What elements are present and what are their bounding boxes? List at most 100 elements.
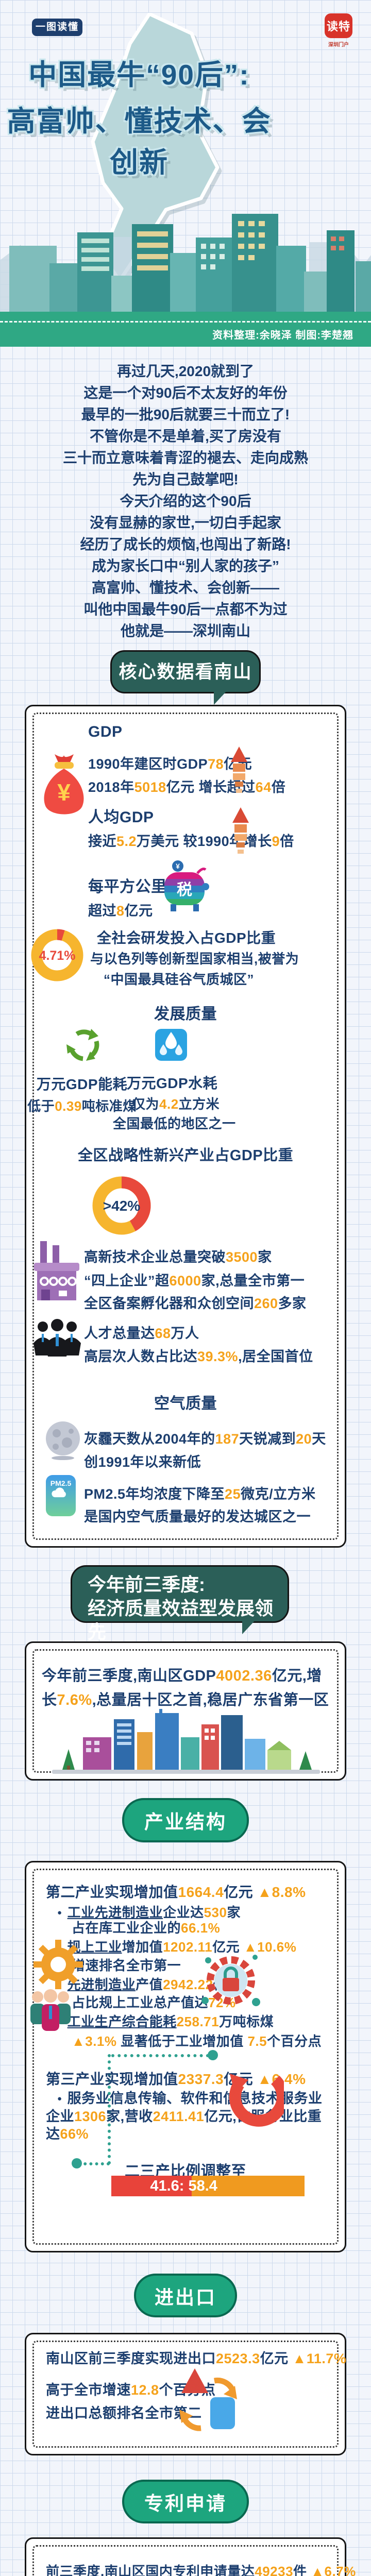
button-label: 产业结构 [144, 1811, 227, 1833]
header: 一图读懂 读特 深圳门户 中国最牛“90后”: 高富帅、懂技术、会创新 [0, 0, 371, 347]
circular-arrow-icon [229, 2074, 284, 2127]
svg-text:¥: ¥ [176, 862, 180, 870]
gdp-line2: 2018年5018亿元 增长超过64倍 [88, 779, 286, 795]
bubble-tail [242, 1620, 256, 1634]
city-illustration [52, 1709, 320, 1774]
intro-line: 他就是——深圳南山 [120, 623, 250, 639]
gdp-per-capita-label: 人均GDP [88, 809, 154, 826]
bubble-tail [214, 690, 227, 705]
talent-line1: 人才总量达68万人 [84, 1326, 199, 1341]
industry-bullet: 工业先进制造业企业达530家 [57, 1902, 241, 1921]
team-icon [30, 1989, 71, 2031]
dutenews-logo-sub: 深圳门户 [328, 42, 349, 48]
rocket-icon [232, 807, 249, 854]
intro-line: 叫他中国最牛90后一点都不为过 [83, 601, 288, 617]
gdp-line1: 1990年建区时GDP78亿元 [88, 756, 252, 772]
connector-dot [72, 2158, 82, 2168]
section-bubble-core-data: 核心数据看南山 [110, 650, 261, 705]
gdp-per-capita-line: 接近5.2万美元 较1990年增长9倍 [88, 834, 294, 849]
bubble-line2: 经济质量效益型发展领先 [88, 1598, 274, 1642]
rocket-icon [231, 747, 247, 793]
energy-line: 低于0.39吨标准煤 [27, 1098, 137, 1114]
rnd-donut-chart: 4.71% [28, 925, 86, 986]
bubble-label: 核心数据看南山 [119, 662, 252, 682]
ratio-bar-value: 41.6: 58.4 [150, 2178, 217, 2194]
water-line2: 全国最低的地区之一 [113, 1116, 236, 1131]
intro-line: 高富帅、懂技术、会创新—— [91, 580, 279, 596]
quality-label: 发展质量 [154, 1006, 217, 1023]
city-buildings-header [0, 214, 371, 312]
strategic-donut-chart: >42% [89, 1173, 154, 1238]
rnd-line1: 全社会研发投入占GDP比重 [97, 930, 276, 946]
intro-line: 不管你是不是单着,买了房没有 [90, 428, 281, 444]
button-label: 进出口 [155, 2286, 216, 2308]
energy-label: 万元GDP能耗 [36, 1076, 128, 1092]
intro-line: 今天介绍的这个90后 [120, 493, 251, 509]
hitech-line2: “四上企业”超6000家,总量全市第一 [84, 1273, 305, 1289]
haze-line1: 灰霾天数从2004年的187天锐减到20天 [84, 1431, 326, 1447]
ratio-bar-secondary [111, 2176, 192, 2196]
rnd-line2: 与以色列等创新型国家相当,被誉为 [90, 951, 299, 967]
pm25-icon-label: PM2.5 [50, 1479, 72, 1487]
water-line1: 仅为4.2立方米 [132, 1096, 220, 1112]
intro-line: 没有显赫的家世,一切白手起家 [90, 515, 281, 531]
water-label: 万元GDP水耗 [127, 1075, 218, 1091]
hitech-line1: 高新技术企业总量突破3500家 [84, 1249, 272, 1265]
ratio-bar-chart: 41.6: 58.4 [111, 2176, 305, 2196]
industry-bullet: 工业生产综合能耗258.71万吨标煤 [57, 2011, 274, 2030]
money-bag-icon: ¥ [44, 754, 84, 815]
quarter-line2: 长7.6%,总量居十区之首,稳居广东省第一区 [42, 1692, 329, 1708]
rnd-line3: “中国最具硅谷气质城区” [104, 972, 255, 987]
trade-line1: 南山区前三季度实现进出口2523.3亿元 ▲11.7% [46, 2351, 347, 2366]
intro-line: 经历了成长的烦恼,也闯出了新路! [80, 536, 291, 552]
intro-line: 再过几天,2020就到了 [116, 363, 255, 379]
panel-core-data: ¥ GDP 1990年建区时GDP78亿元 2018年5018亿元 增长超过64… [25, 705, 346, 1548]
talent-people-icon [33, 1319, 81, 1357]
haze-icon [46, 1421, 80, 1460]
strategic-label: 全区战略性新兴产业占GDP比重 [77, 1147, 294, 1164]
water-drop-icon [155, 1029, 187, 1061]
panel-industry: 第二产业实现增加值1664.4亿元 ▲8.8% 工业先进制造业企业达530家 占… [25, 1861, 346, 2252]
section-button-patent: 专利申请 [122, 2480, 249, 2523]
industry-bullet-cont: 占在库工业企业的66.1% [72, 1920, 221, 1936]
credit-band [0, 312, 371, 347]
industry-bullet: 规上工业增加值1202.11亿元 ▲10.6% [57, 1937, 296, 1956]
intro-line: 先为自己鼓掌吧! [132, 471, 239, 487]
gdp-label: GDP [88, 723, 123, 740]
intro-line: 三十而立意味着青涩的褪去、走向成熟 [62, 450, 308, 466]
main-title-line2: 高富帅、懂技术、会创新 [7, 105, 272, 178]
connector-line [78, 2162, 110, 2165]
connector-line [111, 2054, 209, 2057]
svg-text:¥: ¥ [57, 779, 71, 806]
panel-trade: 南山区前三季度实现进出口2523.3亿元 ▲11.7% 高于全市增速12.8个百… [25, 2333, 346, 2455]
button-label: 专利申请 [144, 2493, 227, 2514]
section-bubble-quarter: 今年前三季度: 经济质量效益型发展领先 [71, 1565, 289, 1642]
main-title-line1: 中国最牛“90后”: [28, 59, 250, 91]
gear-icon [33, 1940, 83, 1989]
badge-yitudedong: 一图读懂 [32, 19, 82, 36]
factory-icon [34, 1241, 79, 1300]
tax-line: 超过8亿元 [88, 903, 153, 919]
quarter-line1: 今年前三季度,南山区GDP4002.36亿元,增 [42, 1668, 322, 1684]
panel-patent: 前三季度,南山区国内专利申请量达49233件 ▲6.7% 国内有效发明专利578… [25, 2537, 356, 2576]
dutenews-logo[interactable]: 读特 [325, 13, 352, 38]
pm25-line2: 是国内空气质量最好的发达城区之一 [84, 1509, 311, 1524]
strategic-donut-value: >42% [103, 1198, 141, 1214]
connector-dot [208, 2050, 218, 2060]
bubble-line1: 今年前三季度: [88, 1574, 205, 1595]
section-button-trade: 进出口 [134, 2274, 237, 2317]
secondary-industry-line: 第二产业实现增加值1664.4亿元 ▲8.8% [46, 1884, 306, 1900]
section-button-industry: 产业结构 [122, 1798, 249, 1842]
rnd-donut-value: 4.71% [39, 948, 76, 963]
connector-line [108, 2054, 111, 2164]
intro-line: 最早的一批90后就要三十而立了! [81, 406, 290, 422]
trade-line3: 进出口总额排名全市第二 [46, 2405, 202, 2421]
piggy-bank-tax-icon: ¥ 税 [164, 860, 209, 911]
talent-line2: 高层次人数占比达39.3%,居全国首位 [84, 1349, 313, 1364]
recycle-icon [66, 1029, 99, 1061]
industry-bullet-cont: ▲3.1% 显著低于工业增加值 7.5个百分点 [72, 2033, 322, 2049]
hitech-line3: 全区备案孵化器和众创空间260多家 [84, 1296, 307, 1311]
intro-line: 这是一个对90后不太友好的年份 [83, 385, 288, 401]
industry-bullet-cont: 达66% [46, 2126, 89, 2142]
